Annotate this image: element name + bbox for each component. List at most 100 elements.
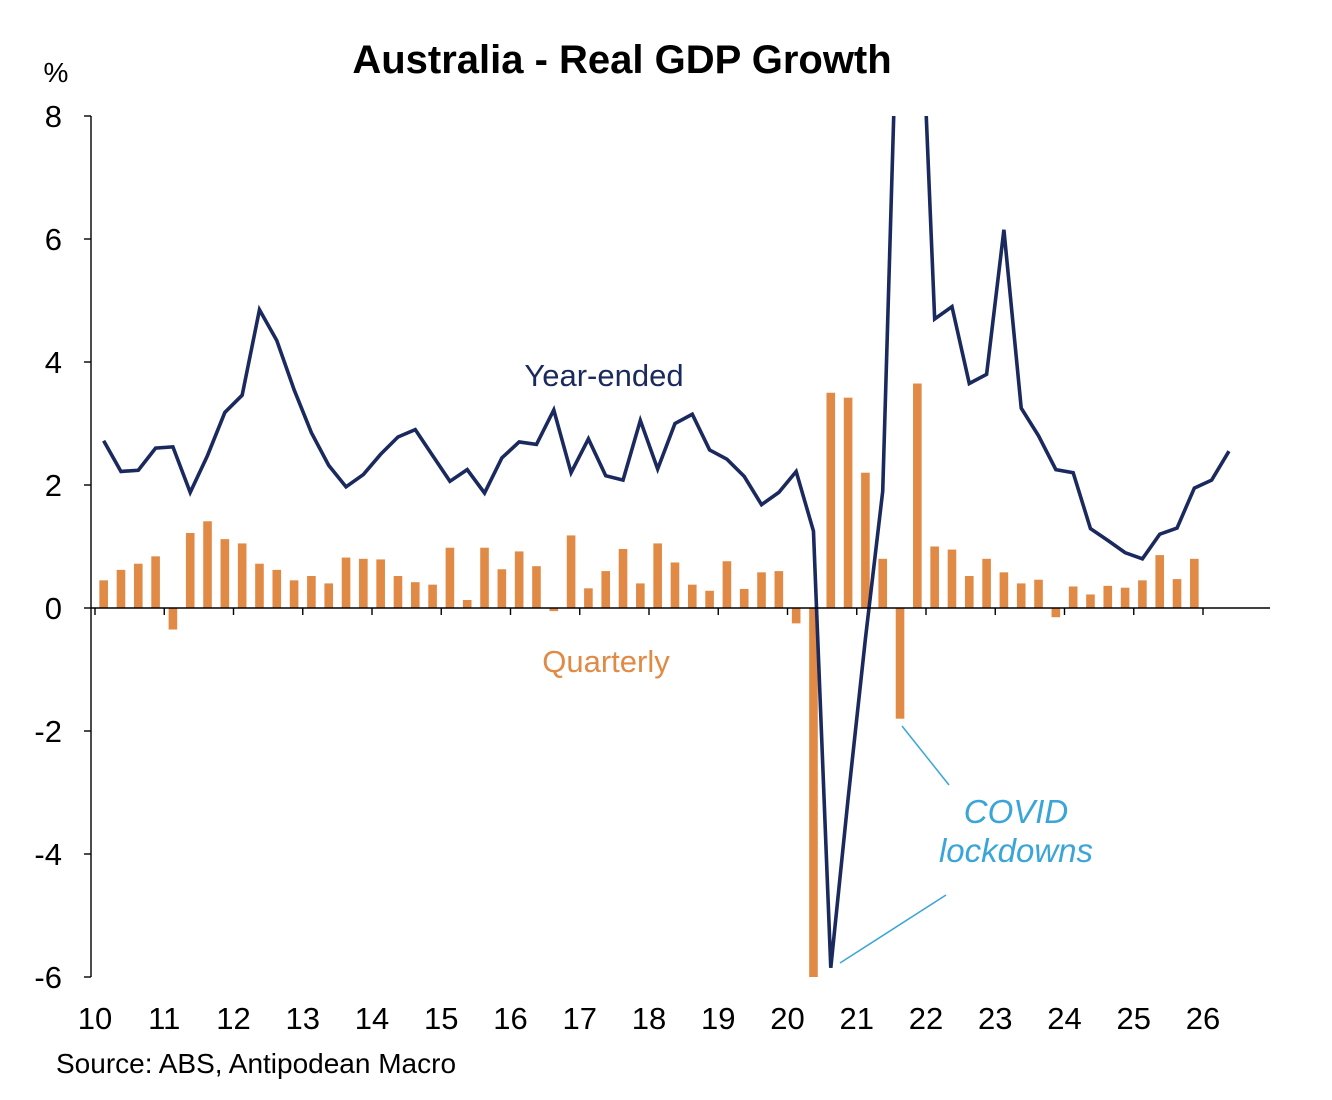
source-note: Source: ABS, Antipodean Macro <box>56 1048 456 1079</box>
quarterly-bar <box>341 557 351 608</box>
x-tick-label: 10 <box>78 1001 112 1036</box>
quarterly-bar <box>861 472 870 608</box>
quarterly-bar <box>549 608 559 612</box>
quarterly-bar <box>982 558 991 608</box>
quarterly-bar <box>272 569 282 608</box>
x-tick-label: 14 <box>355 1001 389 1036</box>
quarterly-bar <box>1016 583 1026 608</box>
quarterly-bar <box>601 571 611 608</box>
quarterly-bar <box>324 583 334 608</box>
quarterly-bar <box>480 547 489 608</box>
covid-leader-line-upper <box>901 725 950 786</box>
y-tick-label: -6 <box>34 960 62 995</box>
quarterly-bar <box>791 608 801 624</box>
quarterly-bar <box>151 556 160 608</box>
chart-title: Australia - Real GDP Growth <box>352 38 891 82</box>
quarterly-bar <box>220 539 230 608</box>
quarterly-bar <box>168 608 178 630</box>
quarterly-bar <box>670 562 680 608</box>
quarterly-bar <box>428 584 437 608</box>
x-tick-label: 23 <box>978 1001 1012 1036</box>
x-tick-label: 17 <box>563 1001 597 1036</box>
year-ended-label: Year-ended <box>524 358 683 393</box>
y-tick-label: 6 <box>45 222 62 257</box>
x-tick-label: 24 <box>1047 1001 1081 1036</box>
quarterly-bar <box>445 547 455 608</box>
quarterly-bar <box>636 583 645 608</box>
quarterly-bar <box>289 580 299 608</box>
x-axis: 10 11 12 13 14 15 16 17 18 19 20 21 22 23 24 25 26 <box>78 608 1220 1036</box>
x-tick-label: 11 <box>148 1001 180 1036</box>
quarterly-bar <box>1120 587 1130 608</box>
quarterly-bar <box>99 580 108 608</box>
y-tick-label: 2 <box>45 468 62 503</box>
quarterly-bar <box>1086 594 1095 608</box>
axes <box>90 116 1270 977</box>
quarterly-bar <box>1068 586 1078 608</box>
quarterly-bar <box>203 521 212 608</box>
year-ended-series <box>102 116 1231 968</box>
x-tick-label: 22 <box>909 1001 943 1036</box>
quarterly-bar <box>843 397 853 608</box>
quarterly-bar <box>255 563 264 608</box>
quarterly-bar <box>618 548 628 608</box>
quarterly-bar <box>584 588 593 608</box>
quarterly-bar <box>566 535 576 608</box>
quarterly-bar <box>185 532 195 608</box>
quarterly-bar <box>826 392 836 608</box>
quarterly-bar <box>514 551 524 608</box>
quarterly-bar <box>705 590 714 608</box>
y-tick-label: -4 <box>34 837 62 872</box>
quarterly-bar <box>757 572 766 608</box>
quarterly-bar <box>722 561 732 608</box>
quarterly-bars <box>99 383 1199 977</box>
quarterly-bar <box>307 576 316 608</box>
y-axis: 8 6 4 2 0 -2 -4 -6 <box>34 99 91 995</box>
quarterly-bar <box>116 569 126 608</box>
quarterly-bar <box>913 383 922 608</box>
year-ended-line <box>102 116 1231 968</box>
covid-label-line2: lockdowns <box>939 832 1093 869</box>
quarterly-bar <box>532 566 541 608</box>
x-tick-label: 16 <box>493 1001 527 1036</box>
quarterly-bar <box>878 558 888 608</box>
quarterly-bar <box>133 563 143 608</box>
y-axis-unit: % <box>44 57 69 88</box>
quarterly-bar <box>895 608 905 719</box>
x-tick-label: 21 <box>840 1001 874 1036</box>
quarterly-bar <box>1051 608 1061 618</box>
quarterly-bar <box>999 572 1009 608</box>
quarterly-bar <box>964 576 974 608</box>
x-tick-label: 15 <box>424 1001 458 1036</box>
covid-label-line1: COVID <box>964 793 1069 830</box>
quarterly-bar <box>774 571 784 608</box>
quarterly-bar <box>359 558 368 608</box>
quarterly-bar <box>739 588 749 608</box>
quarterly-bar <box>1103 585 1113 608</box>
x-tick-label: 18 <box>632 1001 666 1036</box>
quarterly-bar <box>947 549 957 608</box>
x-tick-label: 19 <box>701 1001 735 1036</box>
y-tick-label: -2 <box>34 714 62 749</box>
quarterly-bar <box>410 582 420 608</box>
x-tick-label: 13 <box>286 1001 320 1036</box>
quarterly-bar <box>1172 579 1182 608</box>
y-tick-label: 0 <box>45 591 62 626</box>
quarterly-label: Quarterly <box>542 644 670 679</box>
x-tick-label: 26 <box>1186 1001 1220 1036</box>
y-tick-label: 8 <box>45 99 62 134</box>
quarterly-bar <box>1190 558 1199 608</box>
quarterly-bar <box>376 559 385 608</box>
quarterly-bar <box>462 600 472 608</box>
quarterly-bar <box>809 608 818 977</box>
x-tick-label: 12 <box>216 1001 250 1036</box>
quarterly-bar <box>687 584 697 608</box>
quarterly-bar <box>393 576 403 608</box>
quarterly-bar <box>497 569 507 608</box>
quarterly-bar <box>653 543 662 608</box>
x-tick-label: 25 <box>1117 1001 1151 1036</box>
quarterly-bar <box>930 546 939 608</box>
quarterly-bar <box>1155 555 1165 608</box>
quarterly-bar <box>1138 580 1147 608</box>
